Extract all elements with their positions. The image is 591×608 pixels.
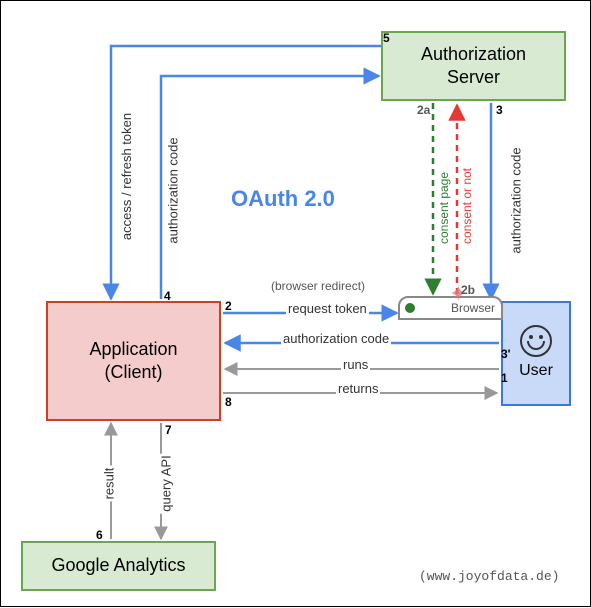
app-label-2: (Client)	[104, 361, 162, 384]
num-2: 2	[225, 299, 232, 313]
num-8: 8	[225, 395, 232, 409]
node-user: User	[501, 301, 571, 406]
label-request-token: request token	[286, 301, 369, 316]
label-browser-redirect: (browser redirect)	[271, 279, 365, 293]
num-7: 7	[165, 423, 172, 437]
diagram-title: OAuth 2.0	[231, 186, 335, 212]
app-label-1: Application	[89, 338, 177, 361]
auth-server-label-2: Server	[447, 66, 500, 89]
diagram-canvas: OAuth 2.0 Authorization Server Applicati…	[0, 0, 591, 607]
browser-dot-icon	[405, 303, 415, 313]
label-query-api: query API	[159, 453, 174, 513]
num-2b: 2b	[461, 283, 475, 297]
user-label: User	[519, 361, 553, 382]
node-auth-server: Authorization Server	[381, 31, 566, 101]
auth-server-label-1: Authorization	[421, 43, 526, 66]
label-returns: returns	[336, 381, 380, 396]
num-2a: 2a	[417, 103, 430, 117]
label-runs: runs	[341, 357, 370, 372]
num-5: 5	[383, 31, 390, 45]
attribution: (www.joyofdata.de)	[419, 569, 559, 584]
label-auth-code-up: authorization code	[166, 135, 181, 245]
google-label: Google Analytics	[51, 554, 185, 577]
num-1: 1	[501, 371, 508, 385]
user-icon	[520, 325, 552, 357]
num-6: 6	[96, 528, 103, 542]
node-google-analytics: Google Analytics	[21, 541, 216, 591]
label-consent-page: consent page	[437, 170, 451, 246]
node-application: Application (Client)	[46, 301, 221, 421]
label-access-token: access / refresh token	[119, 111, 134, 242]
label-result: result	[101, 466, 116, 502]
num-3: 3	[496, 103, 503, 117]
num-4: 4	[164, 289, 171, 303]
num-3p: 3'	[501, 347, 511, 361]
label-auth-code-down: authorization code	[509, 145, 524, 255]
label-auth-code-left: authorization code	[281, 331, 391, 346]
label-consent-or-not: consent or not	[460, 166, 474, 246]
